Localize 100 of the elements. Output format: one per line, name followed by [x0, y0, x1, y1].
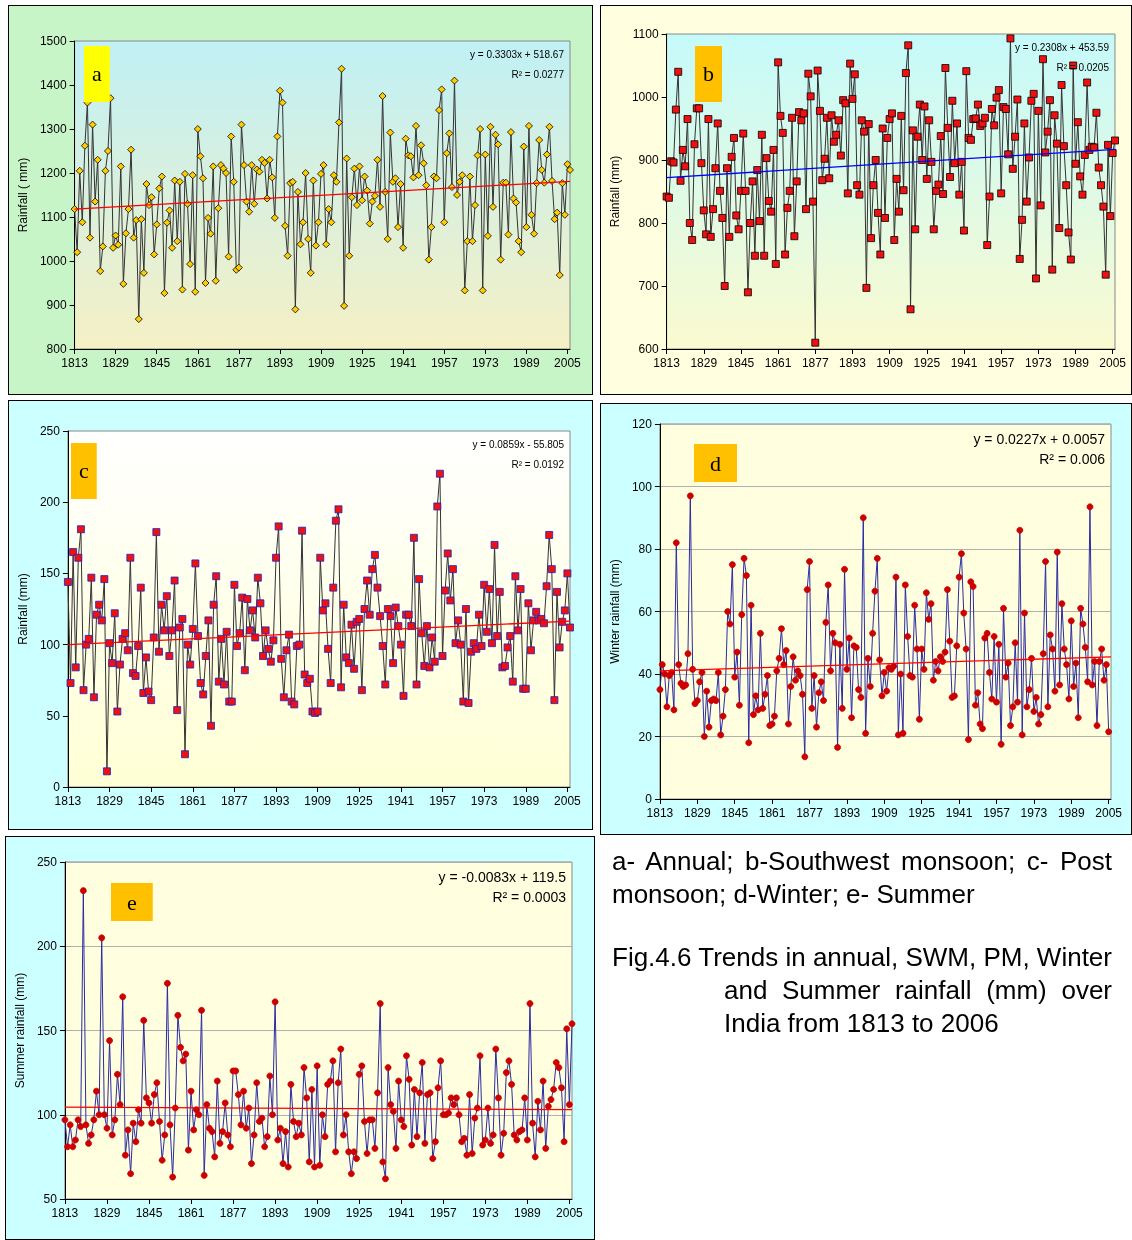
x-tick-label: 1957: [987, 356, 1015, 370]
x-tick-label: 1909: [307, 356, 335, 370]
y-tick-label: 900: [638, 153, 659, 167]
y-tick-label: 0: [645, 792, 653, 806]
x-tick-label: 2005: [556, 1206, 584, 1220]
annotation: e: [127, 889, 137, 915]
y-tick-label: 50: [46, 708, 61, 723]
x-tick-label: 1909: [876, 356, 904, 370]
text: a- Annual; b-Southwest monsoon; c- Post monsoon; d-Winter; e- Summer: [612, 845, 1112, 911]
x-tick-label: 1957: [429, 794, 457, 808]
x-tick-label: 1877: [801, 356, 829, 370]
x-tick-label: 1973: [471, 356, 499, 370]
y-tick-label: 100: [36, 1107, 58, 1122]
x-tick-label: 1893: [266, 356, 294, 370]
x-tick-label: 1909: [303, 1206, 331, 1220]
annotation: y = 0.2308x + 453.59: [1015, 41, 1110, 53]
x-tick-label: 1861: [764, 356, 792, 370]
y-tick-label: 80: [638, 542, 653, 556]
x-tick-label: 1973: [1020, 806, 1048, 820]
y-tick-label: 600: [638, 342, 659, 356]
y-tick-label: 250: [39, 424, 61, 438]
y-tick-label: 200: [39, 495, 61, 510]
annotation: y = 0.0859x - 55.805: [472, 438, 565, 450]
x-tick-label: 1925: [908, 806, 936, 820]
x-tick-label: 2005: [554, 356, 582, 370]
annotation: R² = 0.0277: [511, 68, 565, 80]
annotation: R² = 0.0205: [1056, 61, 1110, 73]
annotation: R² = 0.0003: [492, 889, 567, 905]
x-tick-label: 1845: [727, 356, 755, 370]
y-tick-label: 250: [36, 855, 58, 869]
y-tick-label: 100: [631, 479, 653, 494]
x-tick-label: 1941: [950, 356, 978, 370]
y-tick-label: 1100: [632, 27, 659, 41]
x-tick-label: 1845: [137, 794, 165, 808]
y-tick-label: 200: [36, 939, 58, 954]
x-tick-label: 1829: [102, 356, 130, 370]
x-tick-label: 1813: [653, 356, 681, 370]
y-tick-label: 1000: [39, 254, 67, 268]
x-tick-label: 1989: [513, 1206, 542, 1220]
x-tick-label: 2005: [1099, 356, 1127, 370]
y-tick-label: 800: [46, 342, 67, 356]
y-tick-label: 1300: [39, 122, 67, 136]
y-tick-label: 1200: [39, 166, 67, 180]
y-tick-label: 800: [638, 216, 659, 230]
y-tick-label: 1500: [39, 34, 67, 48]
x-tick-label: 1989: [513, 356, 541, 370]
y-tick-label: 40: [638, 667, 653, 681]
y-tick-label: 0: [53, 780, 61, 794]
x-tick-label: 1941: [945, 806, 973, 820]
x-tick-label: 1813: [61, 356, 89, 370]
y-axis-title: Rainfall (mm): [608, 155, 622, 228]
x-tick-label: 1957: [429, 1206, 457, 1220]
y-tick-label: 1100: [40, 210, 67, 224]
x-tick-label: 1957: [430, 356, 458, 370]
annotation: a: [92, 60, 102, 86]
x-tick-label: 1877: [219, 1206, 247, 1220]
caption: Fig.4.6 Trends in annual, SWM, PM, Winter and Summer rainfall (mm) over India from 1813 to 2006: [612, 941, 1112, 1040]
x-tick-label: 2005: [554, 794, 582, 808]
x-tick-label: 1925: [913, 356, 941, 370]
annotation: d: [710, 450, 721, 476]
x-tick-label: 1845: [143, 356, 171, 370]
x-tick-label: 1877: [796, 806, 824, 820]
y-tick-label: 900: [46, 298, 67, 312]
x-tick-label: 1813: [646, 806, 674, 820]
y-tick-label: 700: [638, 279, 659, 293]
x-tick-label: 1829: [683, 806, 711, 820]
annotation: R² = 0.0192: [511, 458, 565, 470]
x-tick-label: 1973: [470, 794, 498, 808]
y-tick-label: 100: [39, 637, 61, 652]
y-axis-title: Summer rainfall (mm): [13, 972, 27, 1089]
x-tick-label: 1861: [758, 806, 786, 820]
y-tick-label: 60: [638, 604, 653, 619]
x-tick-label: 1877: [225, 356, 253, 370]
x-tick-label: 1941: [387, 1206, 415, 1220]
x-tick-label: 1973: [471, 1206, 499, 1220]
x-tick-label: 1861: [179, 794, 207, 808]
x-tick-label: 1973: [1024, 356, 1052, 370]
y-axis-title: Rainfall (mm): [16, 573, 30, 645]
annotation: y = -0.0083x + 119.5: [438, 869, 567, 885]
annotation: b: [703, 60, 714, 86]
x-tick-label: 1925: [345, 1206, 373, 1220]
x-tick-label: 1813: [51, 1206, 79, 1220]
x-tick-label: 1845: [135, 1206, 163, 1220]
y-tick-label: 1400: [39, 78, 67, 92]
x-tick-label: 1893: [261, 1206, 289, 1220]
x-tick-label: 1989: [1062, 356, 1090, 370]
annotation: R² = 0.006: [1039, 451, 1106, 467]
x-tick-label: 1829: [96, 794, 124, 808]
x-tick-label: 1925: [345, 794, 373, 808]
x-tick-label: 1989: [1057, 806, 1085, 820]
x-tick-label: 1941: [389, 356, 417, 370]
x-tick-label: 1989: [512, 794, 540, 808]
y-tick-label: 50: [43, 1192, 58, 1206]
y-tick-label: 1000: [631, 90, 659, 104]
y-tick-label: 150: [36, 1023, 58, 1038]
x-tick-label: 1909: [870, 806, 898, 820]
x-tick-label: 1893: [262, 794, 290, 808]
x-tick-label: 1925: [348, 356, 376, 370]
y-axis-title: Rainfall ( mm): [16, 157, 30, 233]
x-tick-label: 1877: [221, 794, 249, 808]
